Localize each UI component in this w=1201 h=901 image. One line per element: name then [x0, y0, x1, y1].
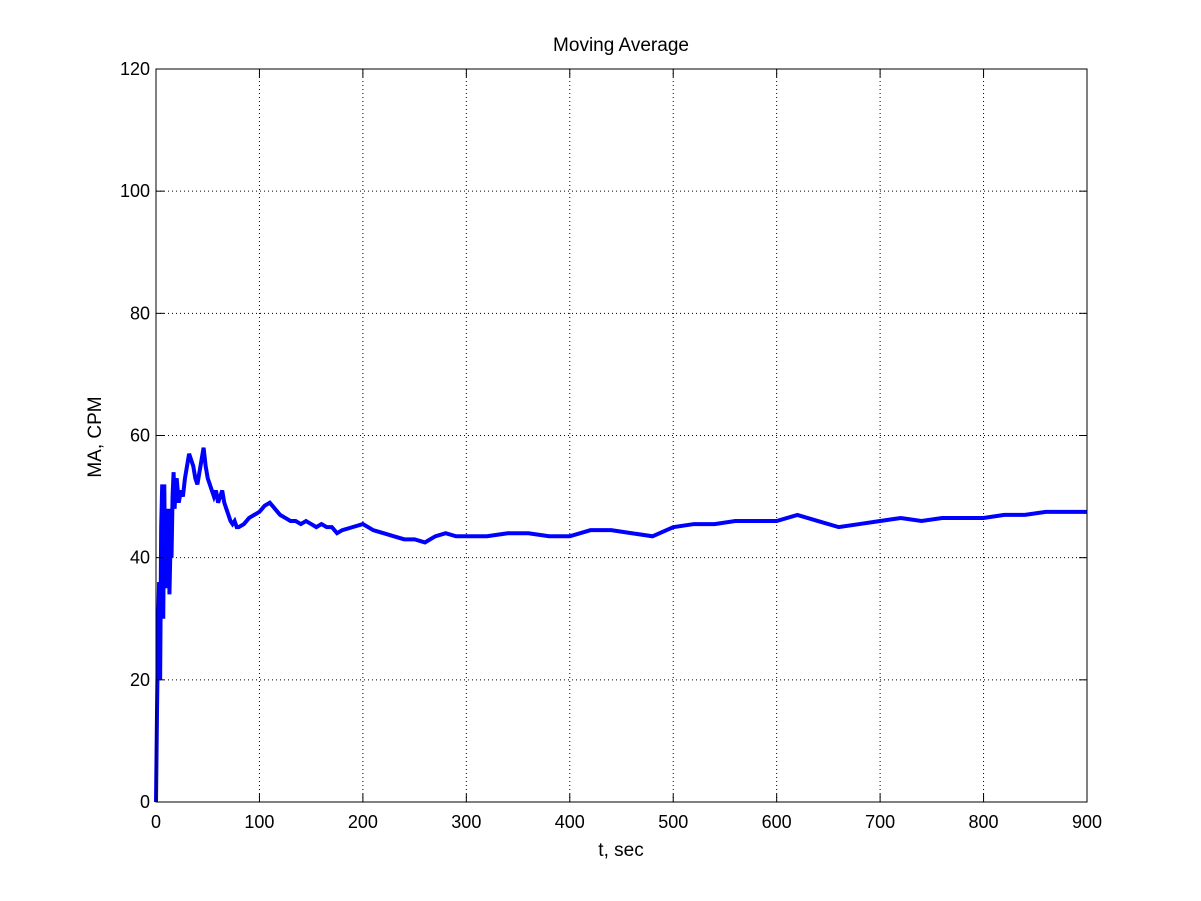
series-line: [154, 447, 1087, 803]
x-tick-label: 500: [658, 812, 688, 832]
y-tick-label: 40: [130, 548, 150, 568]
y-axis-label: MA, CPM: [85, 396, 106, 477]
x-tick-label: 200: [348, 812, 378, 832]
plot-area: [154, 447, 1087, 803]
chart-title: Moving Average: [553, 35, 689, 56]
x-tick-label: 0: [151, 812, 161, 832]
y-tick-label: 0: [140, 792, 150, 812]
x-axis-label: t, sec: [598, 840, 643, 861]
y-tick-label: 100: [120, 181, 150, 201]
axes: [155, 68, 1088, 803]
x-tick-label: 900: [1072, 812, 1102, 832]
x-tick-label: 700: [865, 812, 895, 832]
y-tick-label: 20: [130, 670, 150, 690]
x-tick-label: 600: [762, 812, 792, 832]
x-tick-label: 400: [555, 812, 585, 832]
x-tick-label: 100: [244, 812, 274, 832]
y-tick-label: 60: [130, 426, 150, 446]
x-tick-label: 800: [969, 812, 999, 832]
x-tick-label: 300: [451, 812, 481, 832]
y-tick-label: 120: [120, 59, 150, 79]
y-tick-label: 80: [130, 303, 150, 323]
tick-labels: 0 100 200 300 400 500 600 700 800 900 0 20 40 60 80 100…: [120, 59, 1102, 832]
